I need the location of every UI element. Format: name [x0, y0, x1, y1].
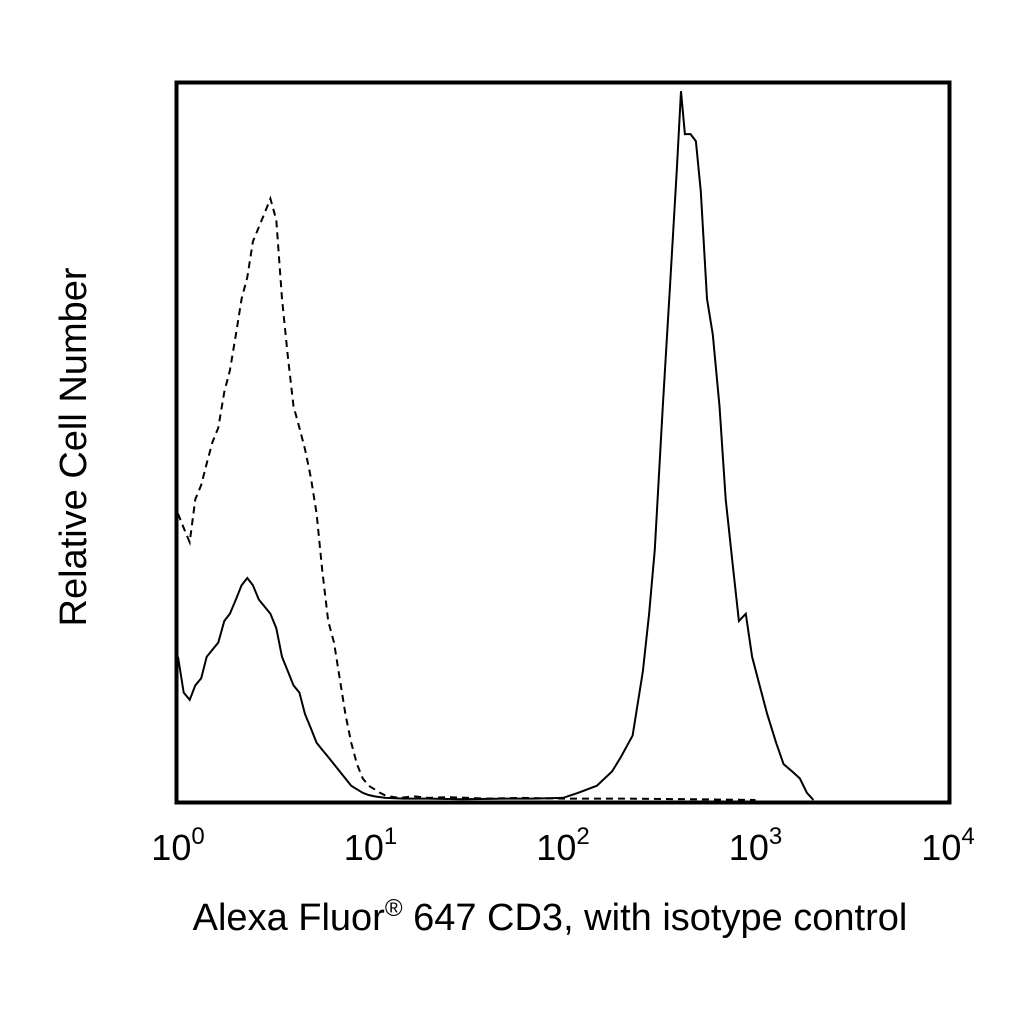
- x-tick-base-2: 10: [536, 827, 576, 868]
- x-tick-label-1: 101: [344, 823, 397, 868]
- x-tick-exponent-2: 2: [576, 823, 589, 850]
- x-tick-exponent-4: 4: [961, 823, 974, 850]
- x-tick-exponent-3: 3: [769, 823, 782, 850]
- x-tick-label-3: 103: [729, 823, 782, 868]
- isotype-control-histogram-line: [177, 195, 756, 801]
- x-tick-label-2: 102: [536, 823, 589, 868]
- series-layer: [177, 91, 815, 801]
- x-tick-labels: 100 101 102 103 104: [151, 823, 974, 868]
- x-tick-exponent-1: 1: [384, 823, 397, 850]
- x-tick-base-3: 10: [729, 827, 769, 868]
- y-axis-label: Relative Cell Number: [53, 267, 95, 626]
- x-axis-label-main: Alexa Fluor: [193, 897, 386, 939]
- x-axis-label-registered: ®: [385, 895, 403, 922]
- x-axis-label: Alexa Fluor® 647 CD3, with isotype contr…: [193, 895, 908, 939]
- plot-frame: [174, 80, 952, 805]
- x-tick-base-1: 10: [344, 827, 384, 868]
- x-tick-base-4: 10: [921, 827, 961, 868]
- x-tick-base-0: 10: [151, 827, 191, 868]
- x-axis-label-rest: 647 CD3, with isotype control: [403, 897, 908, 939]
- x-tick-label-0: 100: [151, 823, 204, 868]
- x-tick-label-4: 104: [921, 823, 974, 868]
- cd3-stained-histogram-line: [177, 91, 815, 801]
- x-tick-exponent-0: 0: [191, 823, 204, 850]
